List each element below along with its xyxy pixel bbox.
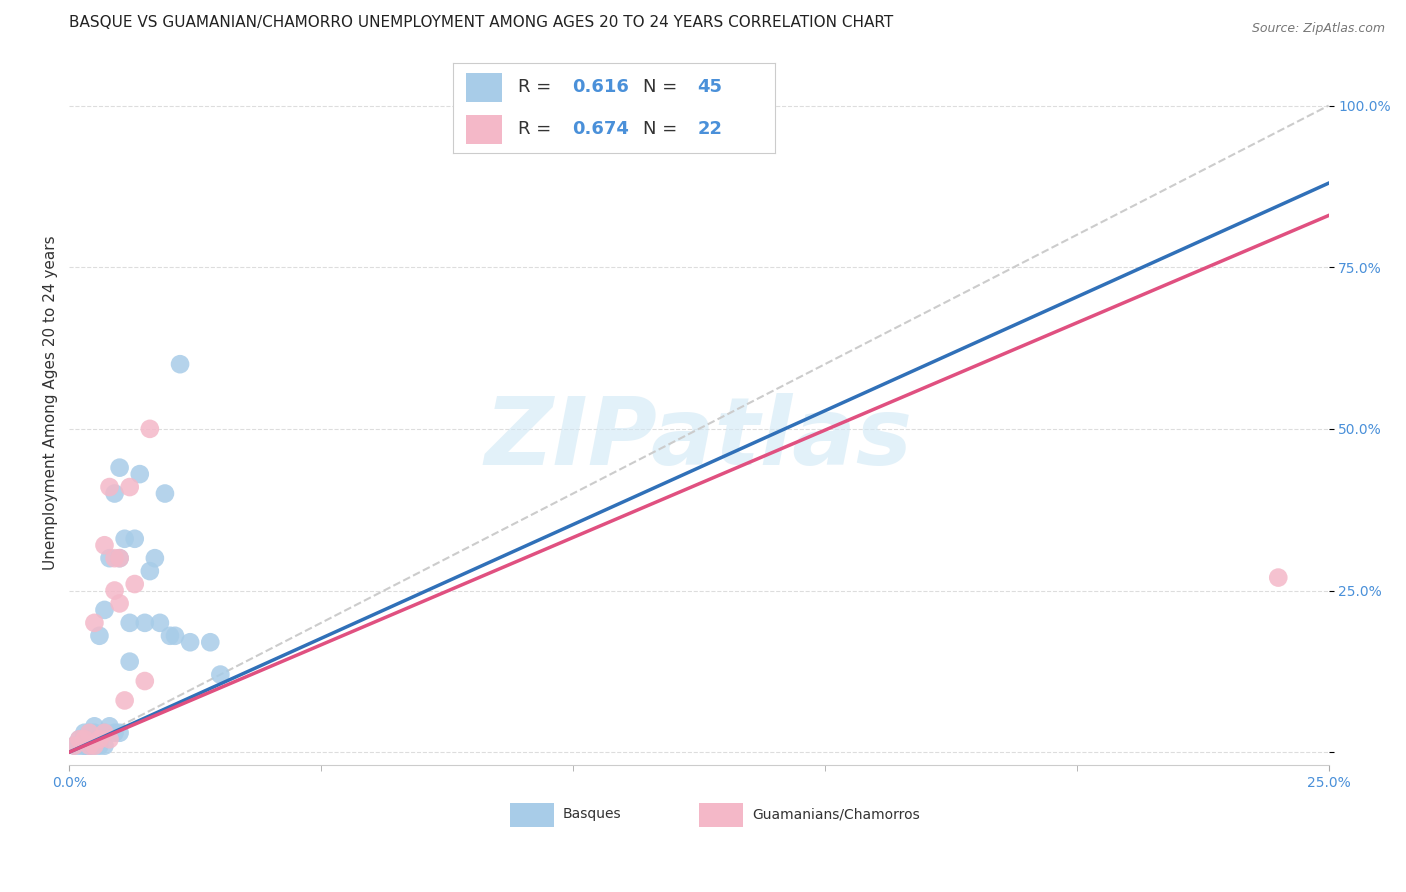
Point [103, 486, 125, 500]
Point [93, 739, 115, 753]
Point [89, 629, 111, 643]
Point [79, 739, 101, 753]
Point [163, 629, 186, 643]
Point [73, 725, 96, 739]
Point [67, 732, 90, 747]
Point [118, 655, 141, 669]
Point [159, 629, 181, 643]
Point [73, 732, 96, 747]
Point [67, 739, 90, 753]
Point [83, 739, 105, 753]
Text: Basques: Basques [562, 807, 621, 822]
Point [108, 551, 131, 566]
Point [89, 732, 111, 747]
Point [103, 583, 125, 598]
Point [79, 725, 101, 739]
Point [108, 551, 131, 566]
Point [1267, 571, 1289, 585]
Point [143, 551, 166, 566]
Point [124, 577, 146, 591]
Point [93, 725, 115, 739]
FancyBboxPatch shape [699, 804, 742, 827]
Text: Source: ZipAtlas.com: Source: ZipAtlas.com [1251, 22, 1385, 36]
Point [108, 725, 131, 739]
Point [134, 615, 156, 630]
Point [98, 732, 121, 747]
Point [83, 725, 105, 739]
Point [93, 603, 115, 617]
Point [93, 538, 115, 552]
Point [89, 739, 111, 753]
Point [118, 480, 141, 494]
Point [79, 725, 101, 739]
Point [139, 422, 162, 436]
Point [108, 460, 131, 475]
Text: BASQUE VS GUAMANIAN/CHAMORRO UNEMPLOYMENT AMONG AGES 20 TO 24 YEARS CORRELATION : BASQUE VS GUAMANIAN/CHAMORRO UNEMPLOYMEN… [69, 15, 893, 30]
Point [662, 98, 685, 112]
Point [139, 564, 162, 578]
Point [63, 739, 86, 753]
Y-axis label: Unemployment Among Ages 20 to 24 years: Unemployment Among Ages 20 to 24 years [44, 235, 58, 570]
Point [89, 732, 111, 747]
Point [103, 551, 125, 566]
Point [149, 615, 172, 630]
Point [98, 719, 121, 733]
Point [67, 732, 90, 747]
Point [179, 635, 201, 649]
Point [128, 467, 150, 482]
Point [103, 725, 125, 739]
Point [169, 357, 191, 371]
Point [83, 732, 105, 747]
Point [73, 739, 96, 753]
Point [153, 486, 176, 500]
Point [79, 732, 101, 747]
Point [83, 739, 105, 753]
Point [114, 532, 136, 546]
Point [79, 739, 101, 753]
Point [209, 667, 232, 681]
Point [108, 597, 131, 611]
FancyBboxPatch shape [510, 804, 554, 827]
Point [114, 693, 136, 707]
Point [73, 739, 96, 753]
Text: ZIPatlas: ZIPatlas [485, 393, 912, 485]
Point [98, 551, 121, 566]
Point [79, 739, 101, 753]
Point [93, 725, 115, 739]
Point [98, 480, 121, 494]
Point [63, 739, 86, 753]
Point [134, 673, 156, 688]
Point [200, 635, 222, 649]
Point [83, 615, 105, 630]
Point [73, 732, 96, 747]
Point [118, 615, 141, 630]
Point [124, 532, 146, 546]
Point [83, 719, 105, 733]
Text: Guamanians/Chamorros: Guamanians/Chamorros [752, 807, 920, 822]
